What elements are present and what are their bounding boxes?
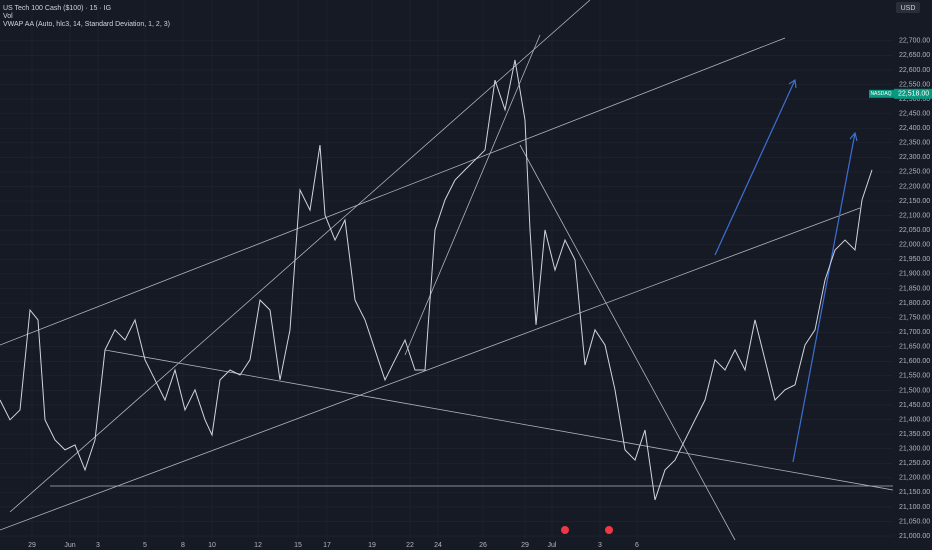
y-tick-label: 21,100.00 — [899, 504, 930, 511]
price-label-box — [894, 88, 932, 99]
x-tick-label: Jun — [64, 542, 75, 549]
y-tick-label: 22,050.00 — [899, 227, 930, 234]
y-tick-label: 21,400.00 — [899, 416, 930, 423]
x-tick-label: 3 — [598, 542, 602, 549]
trend-line — [0, 207, 861, 531]
x-tick-label: 3 — [96, 542, 100, 549]
price-label-box — [869, 89, 894, 98]
x-tick-label: 6 — [635, 542, 639, 549]
y-tick-label: 22,400.00 — [899, 125, 930, 132]
x-tick-label: 17 — [323, 542, 331, 549]
y-tick-label: 22,200.00 — [899, 183, 930, 190]
axes: 21,000.00 21,050.00 21,100.00 21,150.00 21,2… — [28, 38, 932, 549]
y-tick-label: 21,250.00 — [899, 460, 930, 467]
indicator: Vol — [3, 13, 13, 20]
x-tick-label: 29 — [521, 542, 529, 549]
y-tick-label: 21,500.00 — [899, 387, 930, 394]
y-tick-label: 21,900.00 — [899, 271, 930, 278]
price-line — [0, 59, 873, 501]
y-tick-label: 21,300.00 — [899, 446, 930, 453]
grid — [0, 0, 893, 539]
y-tick-label: 21,150.00 — [899, 489, 930, 496]
price-label-name: NASDAQ — [870, 91, 891, 97]
y-tick-label: 22,500.00 — [899, 96, 930, 103]
y-tick-label: 22,350.00 — [899, 140, 930, 147]
y-tick-label: 21,800.00 — [899, 300, 930, 307]
currency: USD — [901, 5, 916, 12]
x-tick-label: 10 — [208, 542, 216, 549]
arrow-head — [849, 131, 858, 142]
y-tick-label: 21,750.00 — [899, 314, 930, 321]
x-tick-label: 24 — [434, 542, 442, 549]
x-tick-label: 29 — [28, 542, 36, 549]
x-tick-label: 19 — [368, 542, 376, 549]
y-tick-label: 22,150.00 — [899, 198, 930, 205]
x-tick-label: 26 — [479, 542, 487, 549]
indicator: VWAP AA (Auto, hlc3, 14, Standard Deviat… — [3, 21, 170, 28]
y-tick-label: 22,100.00 — [899, 212, 930, 219]
y-tick-label: 21,950.00 — [899, 256, 930, 263]
price-label: 22,518.00 — [898, 91, 929, 98]
trend-line — [9, 0, 591, 513]
y-tick-label: 21,600.00 — [899, 358, 930, 365]
trend-line — [0, 37, 786, 346]
y-tick-label: 22,300.00 — [899, 154, 930, 161]
y-tick-label: 22,700.00 — [899, 38, 930, 45]
y-tick-label: 21,850.00 — [899, 285, 930, 292]
plot — [0, 59, 873, 501]
y-tick-label: 22,000.00 — [899, 242, 930, 249]
y-tick-label: 21,200.00 — [899, 475, 930, 482]
y-tick-label: 21,700.00 — [899, 329, 930, 336]
x-tick-label: 5 — [143, 542, 147, 549]
chart-title: US Tech 100 Cash ($100) · 15 · IG — [3, 5, 111, 12]
y-tick-label: 21,550.00 — [899, 373, 930, 380]
x-tick-label: 12 — [254, 542, 262, 549]
arrow-head — [788, 78, 797, 89]
x-tick-label: Jul — [548, 542, 557, 549]
y-tick-label: 22,650.00 — [899, 52, 930, 59]
y-tick-label: 22,450.00 — [899, 110, 930, 117]
arrows — [714, 78, 858, 463]
x-tick-label: 15 — [294, 542, 302, 549]
x-tick-label: 22 — [406, 542, 414, 549]
y-tick-label: 21,000.00 — [899, 533, 930, 540]
trend-line — [519, 144, 736, 541]
currency-box — [896, 2, 920, 13]
y-tick-label: 21,350.00 — [899, 431, 930, 438]
trend-line — [404, 34, 541, 356]
y-tick-label: 21,450.00 — [899, 402, 930, 409]
event-icon[interactable] — [561, 526, 569, 534]
arrow — [792, 132, 856, 463]
drawings — [0, 0, 894, 541]
y-tick-label: 22,250.00 — [899, 169, 930, 176]
y-tick-label: 21,050.00 — [899, 518, 930, 525]
y-tick-label: 21,650.00 — [899, 344, 930, 351]
arrow — [714, 79, 796, 256]
x-tick-label: 8 — [181, 542, 185, 549]
event-icon[interactable] — [605, 526, 613, 534]
y-tick-label: 22,550.00 — [899, 81, 930, 88]
y-tick-label: 22,600.00 — [899, 67, 930, 74]
